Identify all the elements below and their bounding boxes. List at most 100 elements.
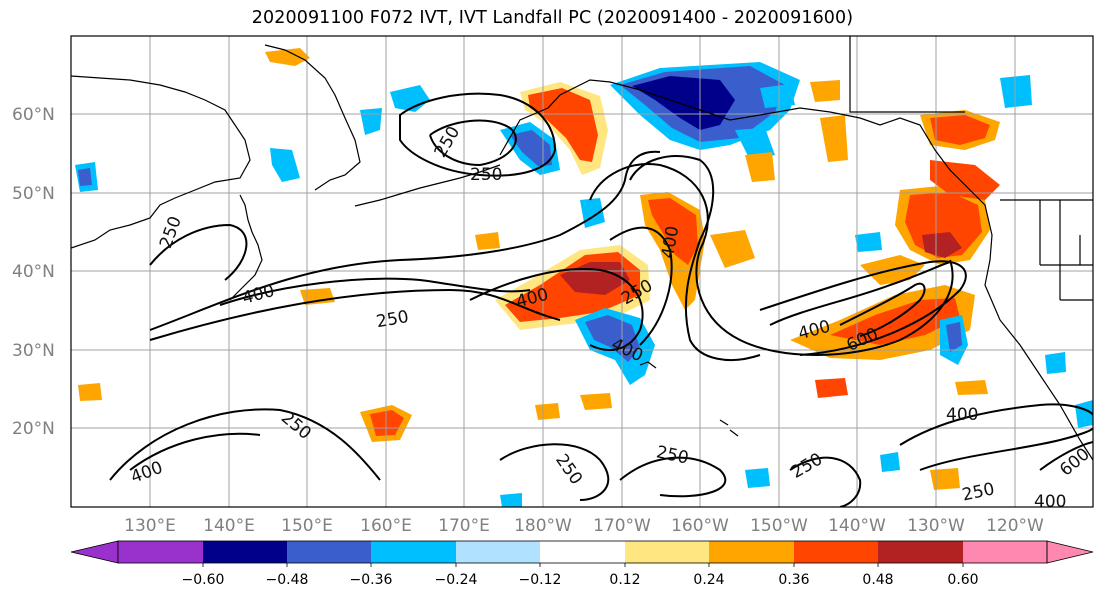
lat-label-60n: 60°N — [12, 105, 55, 125]
colorbar-bin — [287, 541, 371, 563]
plot-frame — [70, 35, 1094, 508]
positive-anomaly-mid-4 — [820, 115, 848, 162]
positive-anomaly-south-2 — [535, 403, 560, 420]
lon-label-170e: 170°E — [438, 516, 490, 536]
contour-400-central — [469, 268, 644, 351]
latitude-axis: 60°N 50°N 40°N 30°N 20°N — [12, 105, 55, 439]
lon-label-130w: 130°W — [907, 516, 965, 536]
negative-anomaly-south-2 — [880, 452, 900, 472]
contour-250-inner-bering — [429, 119, 517, 167]
colorbar-bin — [963, 541, 1047, 563]
negative-anomaly-west-core — [78, 168, 92, 186]
lon-label-130e: 130°E — [124, 516, 176, 536]
colorbar-bin — [118, 541, 203, 563]
lat-label-30n: 30°N — [12, 341, 55, 361]
contour-250-central-east — [589, 163, 954, 356]
negative-anomaly-south-1 — [745, 468, 770, 488]
positive-anomaly-mid-7 — [300, 288, 335, 305]
positive-anomaly-gulf-alaska-core — [930, 115, 990, 145]
contour-250-south-central — [499, 443, 610, 501]
negative-anomaly-eastern-core — [946, 322, 962, 352]
negative-anomaly-japan-sea — [270, 148, 300, 182]
contour-250-japan — [149, 223, 248, 281]
lon-label-140e: 140°E — [203, 516, 255, 536]
positive-anomaly-south-1-core — [370, 410, 404, 436]
contour-250-south-west — [109, 408, 381, 481]
ivt-contours — [109, 92, 1093, 507]
colorbar-bin — [625, 541, 709, 563]
lat-label-50n: 50°N — [12, 184, 55, 204]
colorbar-bin — [794, 541, 878, 563]
colorbar-tick-label: 0.60 — [947, 572, 978, 588]
north-america-coast — [964, 184, 1093, 461]
contour-250-south-east — [789, 456, 862, 507]
negative-anomaly-east-1 — [1000, 75, 1032, 108]
negative-anomaly-north-2 — [360, 108, 382, 135]
lat-label-40n: 40°N — [12, 262, 55, 282]
contour-400-west — [219, 277, 531, 306]
contour-250-central-loop — [609, 226, 673, 346]
colorbar-bin — [456, 541, 540, 563]
colorbar: −0.60 −0.48 −0.36 −0.24 −0.12 0.12 0.24 … — [70, 540, 1094, 588]
colorbar-tick-label: 0.48 — [862, 572, 893, 588]
lat-label-20n: 20°N — [12, 419, 55, 439]
colorbar-bin — [709, 541, 794, 563]
lon-label-120w: 120°W — [986, 516, 1044, 536]
contour-600-south-east — [1039, 441, 1093, 471]
negative-anomaly-alaska-deep — [632, 76, 735, 130]
positive-anomaly-eastern-ar-core — [830, 298, 960, 345]
positive-anomaly-bc-coast-deep — [922, 232, 962, 258]
positive-anomaly-mid-3 — [745, 152, 775, 182]
alaska-coast — [499, 79, 966, 186]
lon-label-150w: 150°W — [750, 516, 808, 536]
graticule — [71, 36, 1093, 507]
positive-anomaly-south-5 — [955, 380, 988, 395]
asia-coast — [71, 75, 251, 249]
positive-anomaly-bering-core — [528, 88, 598, 162]
lon-label-170w: 170°W — [593, 516, 651, 536]
contour-250-south-central-2 — [619, 456, 727, 498]
contour-400-east — [769, 261, 951, 326]
colorbar-bin — [203, 541, 287, 563]
contour-250-west-north — [149, 288, 561, 341]
negative-anomaly-east-2 — [855, 232, 882, 252]
contour-250-east-loop — [759, 260, 967, 356]
contour-label: 250 — [470, 165, 502, 185]
colorbar-tick-label: −0.60 — [182, 572, 225, 588]
contour-400-south-west — [129, 432, 261, 471]
negative-anomaly-bering-west-core — [510, 130, 552, 166]
contour-400-south-east — [899, 403, 1093, 446]
colorbar-tick-label: −0.24 — [435, 572, 478, 588]
negative-anomaly-south-4 — [500, 493, 522, 507]
colorbar-bin — [540, 541, 625, 563]
colorbar-tick-label: −0.36 — [350, 572, 393, 588]
positive-anomaly-south-4 — [815, 378, 848, 398]
colorbar-tick-label: −0.48 — [266, 572, 309, 588]
positive-anomaly-south-3 — [580, 393, 612, 410]
colorbar-under-extend — [70, 540, 119, 564]
negative-anomaly-east-4 — [760, 84, 795, 108]
canada-border — [849, 36, 965, 113]
map-title: 2020091100 F072 IVT, IVT Landfall PC (20… — [251, 8, 854, 28]
contour-400-160w — [629, 155, 761, 361]
positive-anomaly-mid-5 — [810, 80, 840, 102]
colorbar-tick-label: 0.24 — [693, 572, 724, 588]
colorbar-bin — [878, 541, 963, 563]
positive-anomaly-coast — [930, 160, 1000, 200]
lon-label-180w: 180°W — [514, 516, 572, 536]
lon-label-150e: 150°E — [281, 516, 333, 536]
kamchatka-coast — [264, 44, 361, 191]
contour-250-west-south — [149, 150, 661, 331]
positive-anomaly-south-7 — [930, 468, 960, 490]
contour-250-south-east-2 — [919, 427, 1093, 471]
positive-anomaly-central-pacific-core — [560, 262, 630, 295]
colorbar-tick-label: −0.12 — [519, 572, 562, 588]
us-state-lines — [1039, 200, 1093, 301]
lon-label-140w: 140°W — [828, 516, 886, 536]
contour-label: 400 — [946, 405, 978, 425]
lon-label-160e: 160°E — [360, 516, 412, 536]
hawaii-islands — [639, 361, 739, 437]
colorbar-bin — [371, 541, 456, 563]
colorbar-over-extend — [1046, 540, 1094, 564]
